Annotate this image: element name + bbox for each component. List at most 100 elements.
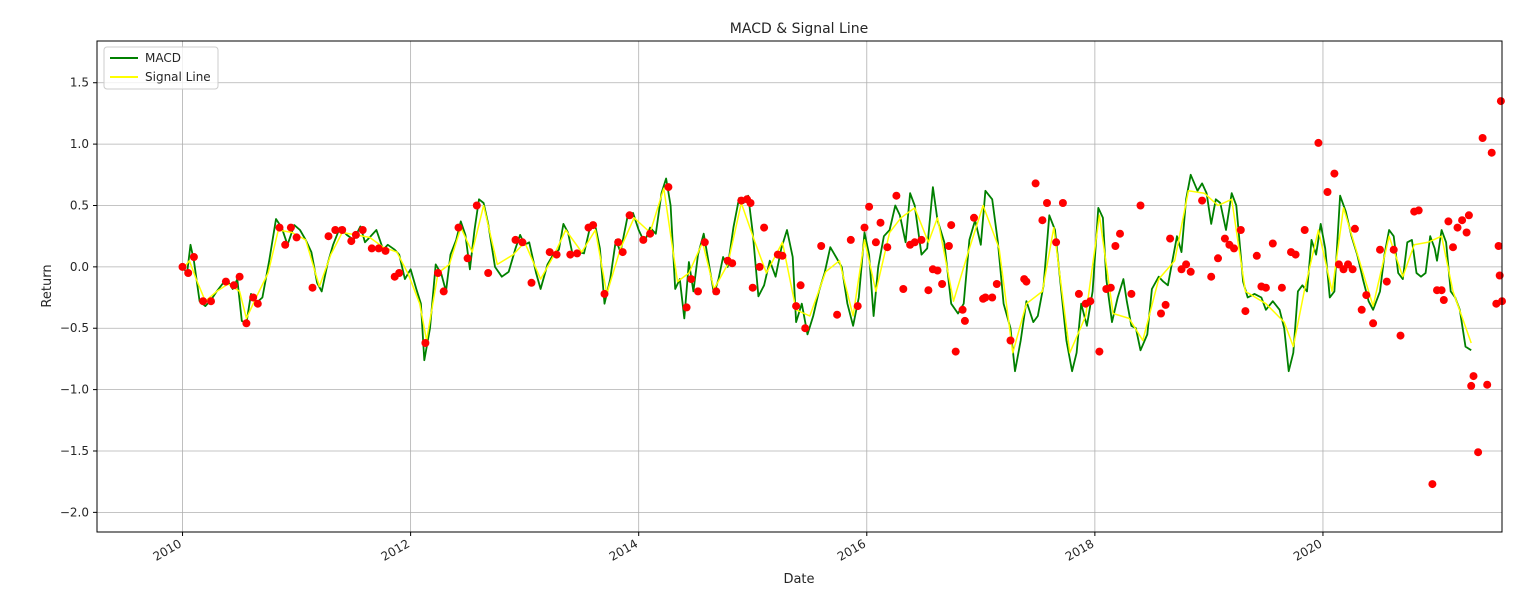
crossover-marker [454,223,463,232]
crossover-marker [518,238,527,247]
crossover-marker [992,280,1001,288]
legend: MACD Signal Line [103,46,219,90]
crossover-marker [1483,380,1492,389]
crossover-marker [1474,448,1483,457]
crossover-marker [876,218,885,227]
crossover-marker [933,266,942,275]
crossover-marker [1389,245,1398,254]
crossover-marker [1207,272,1216,281]
crossover-marker [846,235,855,244]
crossover-marker [1291,250,1300,259]
crossover-marker [1182,260,1191,269]
crossover-marker [199,297,208,306]
crossover-marker [938,280,947,288]
crossover-marker [1006,336,1015,345]
crossover-marker [1467,381,1476,390]
crossover-marker [1478,134,1487,142]
crossover-marker [944,242,953,250]
y-tick-label: −2.0 [60,505,89,519]
crossover-marker [871,238,880,247]
plot-frame [96,40,1503,533]
crossover-marker [235,272,244,281]
crossover-marker [951,347,960,356]
crossover-marker [1252,251,1261,260]
crossover-marker [865,202,874,211]
crossover-marker [1043,199,1051,207]
crossover-marker [1444,217,1453,226]
crossover-marker [221,277,230,286]
crossover-marker [1300,226,1309,234]
y-axis-ticks: −2.0 −1.5 −1.0 −0.5 0.0 0.5 1.0 1.5 [60,76,97,519]
crossover-marker [981,293,990,302]
y-tick-label: −1.0 [60,383,89,397]
crossover-marker [1241,307,1250,316]
crossover-marker [1464,211,1473,220]
crossover-marker [853,302,862,311]
crossover-marker [917,235,926,244]
crossover-marker [801,324,810,333]
crossover-marker [1323,188,1332,196]
crossover-marker [1277,283,1286,292]
y-tick-label: 0.0 [70,260,89,274]
crossover-marker [527,278,536,287]
crossover-marker [552,250,561,259]
crossover-marker [1487,148,1496,157]
crossover-marker [1236,226,1245,234]
crossover-marker [1494,242,1503,250]
crossover-marker [463,254,472,263]
crossover-marker [439,287,448,296]
crossover-marker [625,211,634,220]
crossover-marker [1022,277,1031,286]
crossover-marker [229,281,238,290]
crossover-marker [796,281,805,290]
crossover-marker [1074,289,1083,298]
crossover-marker [1330,169,1339,178]
crossover-marker [1357,305,1366,314]
crossover-marker [755,262,764,271]
crossover-marker [618,248,627,257]
crossover-marker [899,285,908,293]
crossover-marker [700,238,709,247]
crossover-marker [1116,229,1124,238]
crossover-marker [1136,201,1145,210]
crossover-marker [958,305,967,314]
crossover-marker [1230,244,1238,253]
crossover-marker [178,262,187,271]
crossover-marker [545,248,554,257]
chart-title: MACD & Signal Line [730,21,868,37]
crossover-marker [1166,234,1175,243]
crossover-marker [281,240,290,249]
crossover-marker [778,251,787,260]
crossover-marker [1186,267,1195,276]
crossover-marker [1428,480,1437,489]
crossover-marker [292,233,301,242]
crossover-marker [600,289,609,298]
crossover-marker [253,299,262,308]
crossover-marker [1031,179,1040,188]
crossover-marker [395,269,404,277]
crossover-marker [646,229,655,238]
crossover-marker [1220,234,1229,243]
crossover-marker [792,302,801,311]
crossover-marker [728,259,737,268]
crossover-marker [1038,216,1047,225]
crossover-marker [1086,297,1095,306]
y-tick-label: −1.5 [60,444,89,458]
crossover-marker [760,223,769,232]
crossover-marker [1382,277,1391,286]
crossover-marker [817,242,826,250]
crossover-marker [1157,309,1165,318]
crossover-marker [1469,372,1478,381]
crossover-marker [947,221,956,230]
crossover-marker [286,223,295,232]
y-tick-label: 1.0 [70,137,89,151]
crossover-marker [308,283,317,292]
crossover-marker [1396,331,1405,340]
crossover-marker [324,232,333,241]
crossover-marker [1437,286,1446,295]
crossover-marker [1127,289,1136,298]
crossover-marker [338,226,347,234]
crossover-marker [1214,254,1222,263]
